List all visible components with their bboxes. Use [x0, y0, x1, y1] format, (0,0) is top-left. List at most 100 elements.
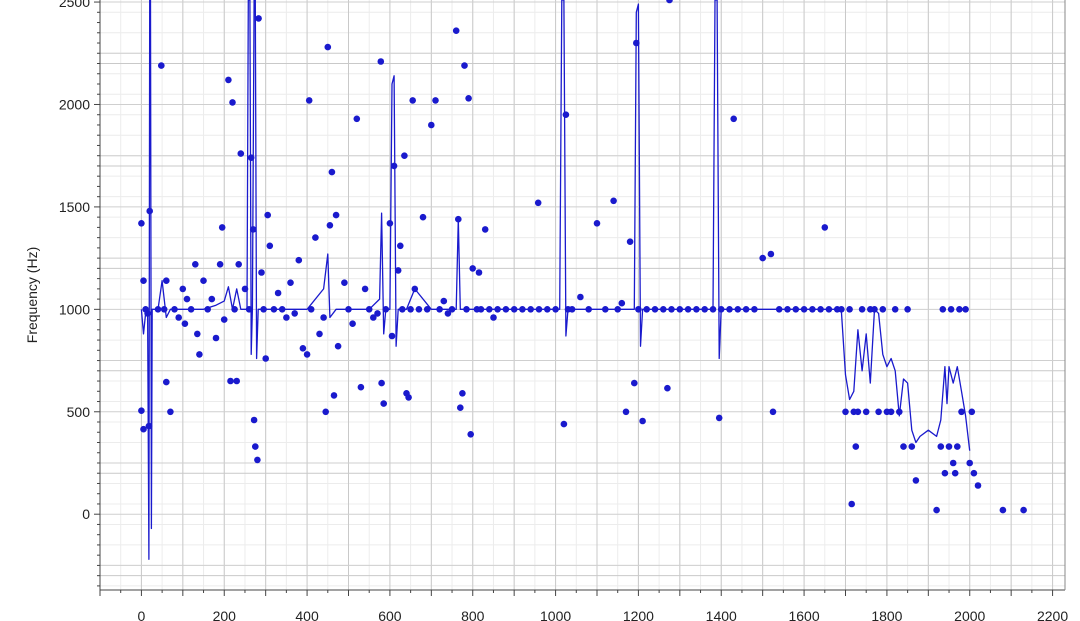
- data-point: [196, 351, 203, 358]
- x-tick-label: 1400: [706, 608, 737, 621]
- data-point: [187, 306, 195, 313]
- data-point: [896, 408, 903, 416]
- data-point: [401, 152, 408, 159]
- data-point: [887, 408, 895, 416]
- data-point: [951, 469, 959, 477]
- data-point: [326, 222, 334, 229]
- data-point: [409, 97, 417, 104]
- data-point: [167, 408, 174, 416]
- data-point: [171, 306, 178, 313]
- data-point: [734, 306, 742, 313]
- data-point: [158, 62, 165, 69]
- data-point: [204, 306, 211, 313]
- data-point: [252, 443, 259, 450]
- data-point: [274, 289, 282, 297]
- data-point: [138, 407, 145, 415]
- data-point: [842, 408, 849, 416]
- y-axis-ticks: 0 500 1000 1500 2000 2500: [59, 0, 100, 587]
- data-point: [305, 97, 313, 104]
- data-point: [457, 404, 464, 412]
- data-point: [939, 306, 947, 313]
- data-point: [631, 379, 638, 387]
- data-point: [227, 377, 234, 385]
- data-point: [846, 306, 853, 313]
- data-point: [140, 277, 147, 285]
- data-point: [287, 279, 294, 287]
- data-point: [664, 384, 671, 392]
- data-point: [792, 306, 800, 313]
- data-point: [194, 330, 201, 338]
- data-point: [394, 267, 402, 274]
- data-point: [146, 207, 153, 215]
- data-point: [345, 306, 352, 313]
- data-point: [759, 254, 766, 262]
- data-point: [258, 269, 265, 276]
- data-point: [956, 306, 963, 313]
- data-point: [577, 293, 584, 301]
- data-point: [183, 295, 191, 303]
- data-point: [216, 261, 224, 268]
- data-point: [490, 314, 497, 321]
- data-point: [602, 306, 609, 313]
- data-point: [322, 408, 330, 416]
- data-point: [562, 111, 570, 118]
- data-point: [660, 306, 667, 313]
- data-point: [295, 256, 303, 264]
- data-point: [324, 43, 332, 51]
- data-point: [614, 306, 621, 313]
- data-point: [535, 306, 543, 313]
- data-point: [278, 306, 286, 313]
- data-point: [390, 162, 398, 170]
- data-point: [715, 414, 723, 422]
- data-point: [945, 443, 953, 450]
- y-tick-label: 1000: [59, 301, 90, 317]
- data-point: [386, 220, 394, 227]
- data-point: [467, 431, 475, 438]
- data-point: [332, 211, 340, 219]
- data-point: [622, 408, 630, 416]
- data-point: [958, 408, 965, 416]
- data-point: [208, 295, 216, 303]
- data-point: [283, 314, 290, 321]
- data-point: [154, 306, 162, 313]
- data-point: [291, 310, 299, 317]
- data-point: [717, 306, 725, 313]
- data-point: [544, 306, 551, 313]
- data-point: [461, 62, 468, 69]
- data-point: [397, 242, 404, 250]
- data-point: [262, 355, 270, 362]
- data-point: [270, 306, 278, 313]
- data-point: [800, 306, 808, 313]
- data-point: [370, 314, 377, 321]
- data-point: [341, 279, 348, 287]
- data-point: [949, 459, 957, 467]
- data-point: [481, 226, 489, 233]
- y-tick-label: 1500: [59, 199, 90, 215]
- data-point: [775, 306, 783, 313]
- data-point: [411, 285, 419, 293]
- data-point: [163, 277, 170, 285]
- data-point: [459, 390, 466, 397]
- y-tick-label: 2500: [59, 0, 90, 10]
- data-point: [237, 150, 245, 157]
- data-point: [742, 306, 750, 313]
- data-point: [377, 58, 385, 65]
- data-point: [784, 306, 791, 313]
- data-point: [218, 224, 226, 231]
- x-tick-label: 1200: [623, 608, 654, 621]
- data-point: [709, 306, 717, 313]
- data-point: [145, 422, 153, 430]
- data-point: [334, 342, 342, 350]
- data-point: [388, 332, 396, 340]
- data-point: [486, 306, 493, 313]
- data-point: [452, 27, 460, 34]
- x-tick-label: 200: [213, 608, 237, 621]
- data-point: [970, 469, 978, 477]
- data-point: [144, 310, 151, 317]
- data-point: [233, 377, 240, 385]
- data-point: [933, 506, 940, 514]
- y-tick-label: 500: [67, 404, 91, 420]
- data-point: [767, 250, 775, 258]
- x-tick-label: 1800: [871, 608, 902, 621]
